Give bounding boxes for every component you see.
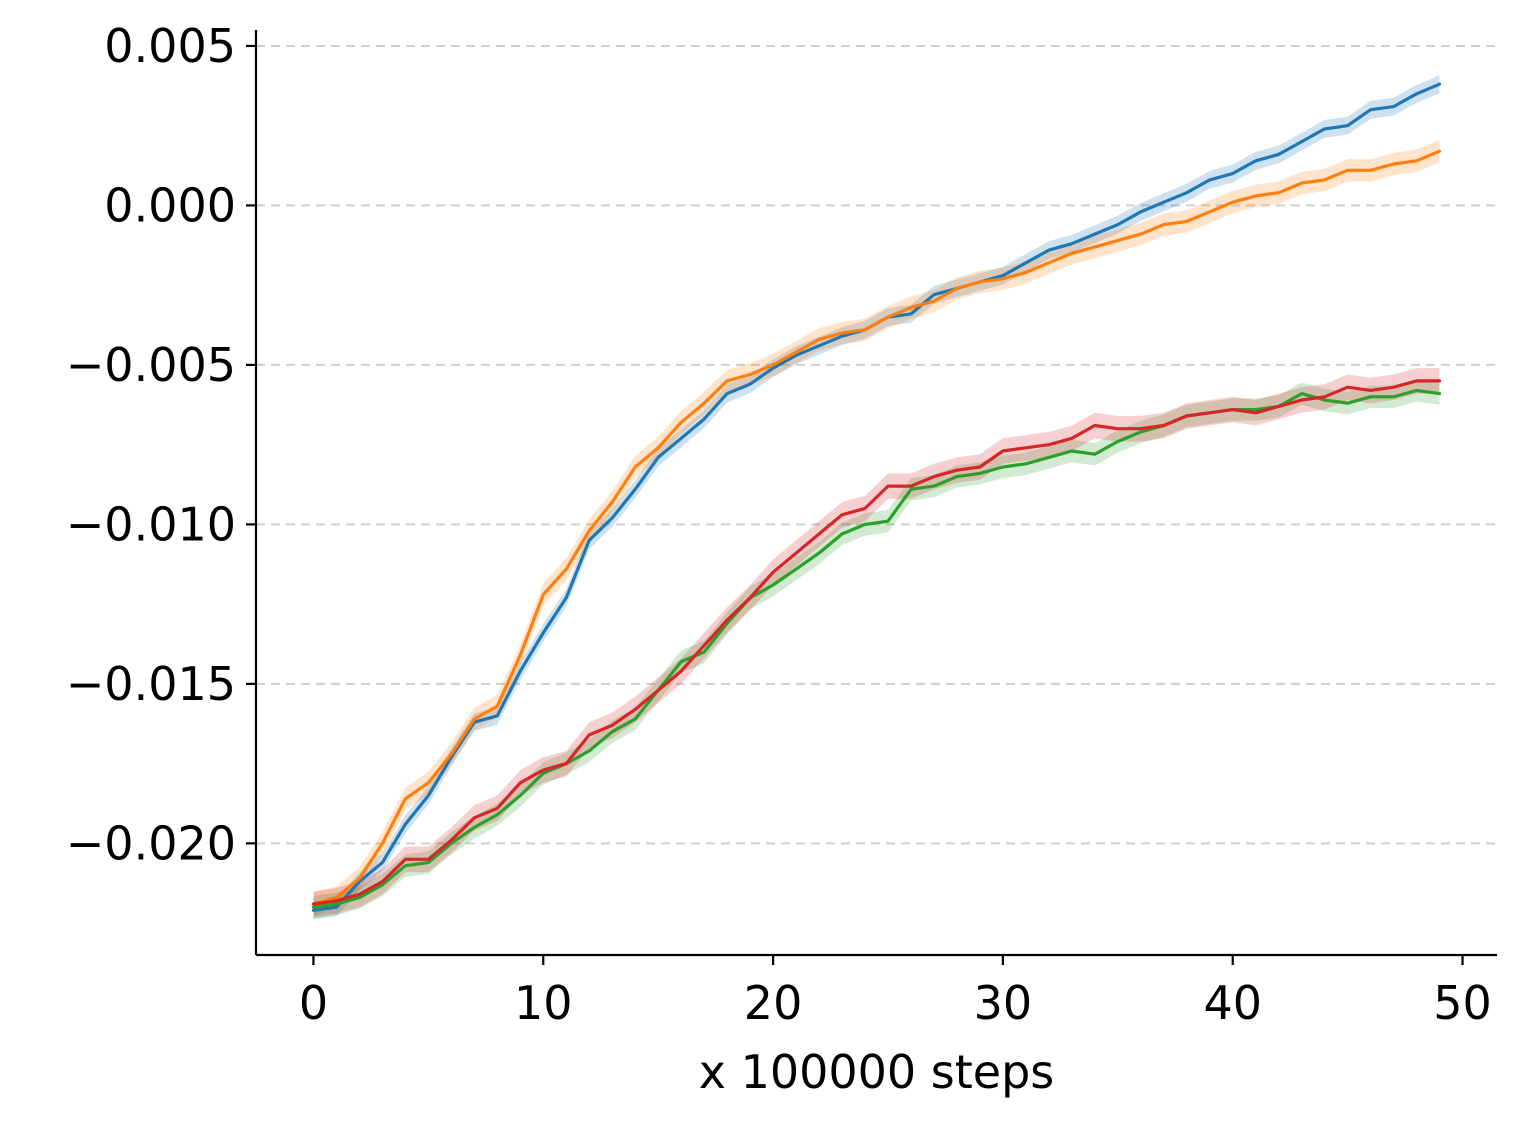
y-tick-label: −0.015 [66, 657, 236, 711]
ticks: 0.005 0.000 −0.005 −0.010 −0.015 −0.020 0 10 20 3… [66, 19, 1492, 1030]
y-tick-label: 0.000 [104, 178, 236, 232]
x-tick-label: 0 [299, 976, 328, 1030]
series-4-band [313, 368, 1440, 917]
series-lines [311, 82, 1442, 912]
y-tick-label: 0.005 [104, 19, 236, 73]
x-tick-label: 10 [514, 976, 573, 1030]
y-tick-label: −0.010 [66, 497, 236, 551]
x-axis-title: x 100000 steps [699, 1045, 1055, 1099]
series-2-line [311, 149, 1442, 906]
series-3-line [311, 388, 1442, 909]
grid-lines [256, 44, 1497, 845]
y-tick-label: −0.020 [66, 816, 236, 870]
axes [254, 30, 1497, 957]
y-tick-label: −0.005 [66, 338, 236, 392]
series-3-band [313, 379, 1440, 919]
series-4-line [311, 379, 1442, 906]
x-tick-label: 40 [1203, 976, 1262, 1030]
x-tick-label: 20 [744, 976, 803, 1030]
x-tick-label: 50 [1433, 976, 1492, 1030]
x-tick-label: 30 [974, 976, 1033, 1030]
